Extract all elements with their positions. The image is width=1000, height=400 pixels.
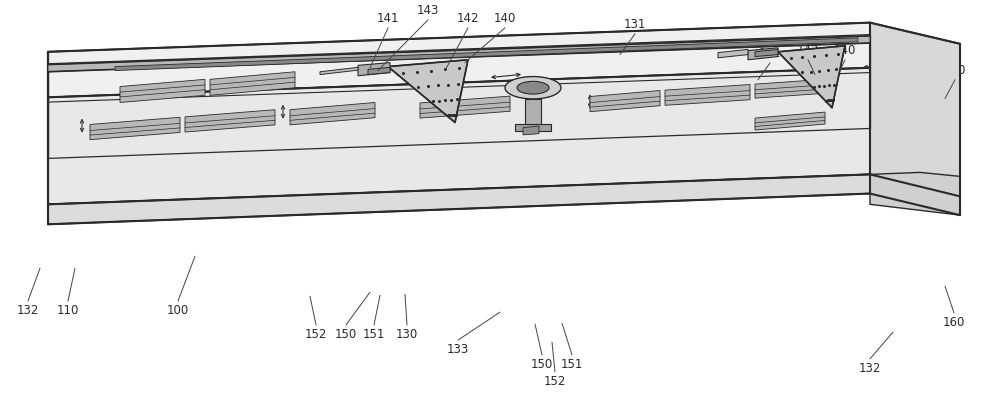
Circle shape [517, 81, 549, 94]
Polygon shape [90, 117, 180, 140]
Polygon shape [48, 23, 870, 97]
Text: 140: 140 [494, 12, 516, 25]
Text: 132: 132 [17, 304, 39, 317]
Text: 152: 152 [544, 375, 566, 388]
Text: 100: 100 [167, 304, 189, 317]
Text: 141: 141 [377, 12, 399, 25]
Text: 133: 133 [447, 343, 469, 356]
Polygon shape [48, 174, 870, 224]
Text: 151: 151 [363, 328, 385, 341]
Text: 152: 152 [305, 328, 327, 341]
Text: 142: 142 [457, 12, 479, 25]
Polygon shape [515, 124, 551, 131]
Text: 132: 132 [859, 362, 881, 375]
Polygon shape [870, 174, 960, 215]
Polygon shape [718, 49, 748, 58]
Polygon shape [870, 23, 960, 196]
Polygon shape [665, 84, 750, 105]
Text: 110: 110 [57, 304, 79, 317]
Polygon shape [368, 67, 390, 74]
Text: 150: 150 [335, 328, 357, 341]
Polygon shape [525, 99, 541, 126]
Circle shape [505, 76, 561, 99]
Polygon shape [358, 62, 390, 76]
Polygon shape [320, 67, 358, 74]
Polygon shape [870, 172, 960, 215]
Polygon shape [48, 68, 870, 204]
Text: 141: 141 [759, 47, 781, 60]
Polygon shape [523, 126, 539, 135]
Text: 130: 130 [396, 328, 418, 341]
Text: 120: 120 [944, 64, 966, 76]
Polygon shape [290, 102, 375, 125]
Text: 150: 150 [531, 358, 553, 371]
Polygon shape [388, 60, 468, 122]
Polygon shape [48, 23, 870, 64]
Polygon shape [590, 90, 660, 112]
Polygon shape [420, 96, 510, 118]
Polygon shape [48, 35, 870, 158]
Polygon shape [755, 112, 825, 130]
Text: 131: 131 [624, 18, 646, 31]
Text: 151: 151 [561, 358, 583, 371]
Polygon shape [185, 110, 275, 132]
Text: 142: 142 [797, 44, 819, 56]
Polygon shape [115, 38, 858, 70]
Polygon shape [755, 79, 830, 98]
Text: 143: 143 [417, 4, 439, 17]
Polygon shape [210, 72, 295, 95]
Polygon shape [748, 48, 778, 60]
Polygon shape [755, 49, 778, 56]
Text: 140: 140 [834, 44, 856, 56]
Polygon shape [120, 79, 205, 102]
Text: 160: 160 [943, 316, 965, 329]
Polygon shape [48, 36, 870, 72]
Polygon shape [778, 46, 845, 108]
